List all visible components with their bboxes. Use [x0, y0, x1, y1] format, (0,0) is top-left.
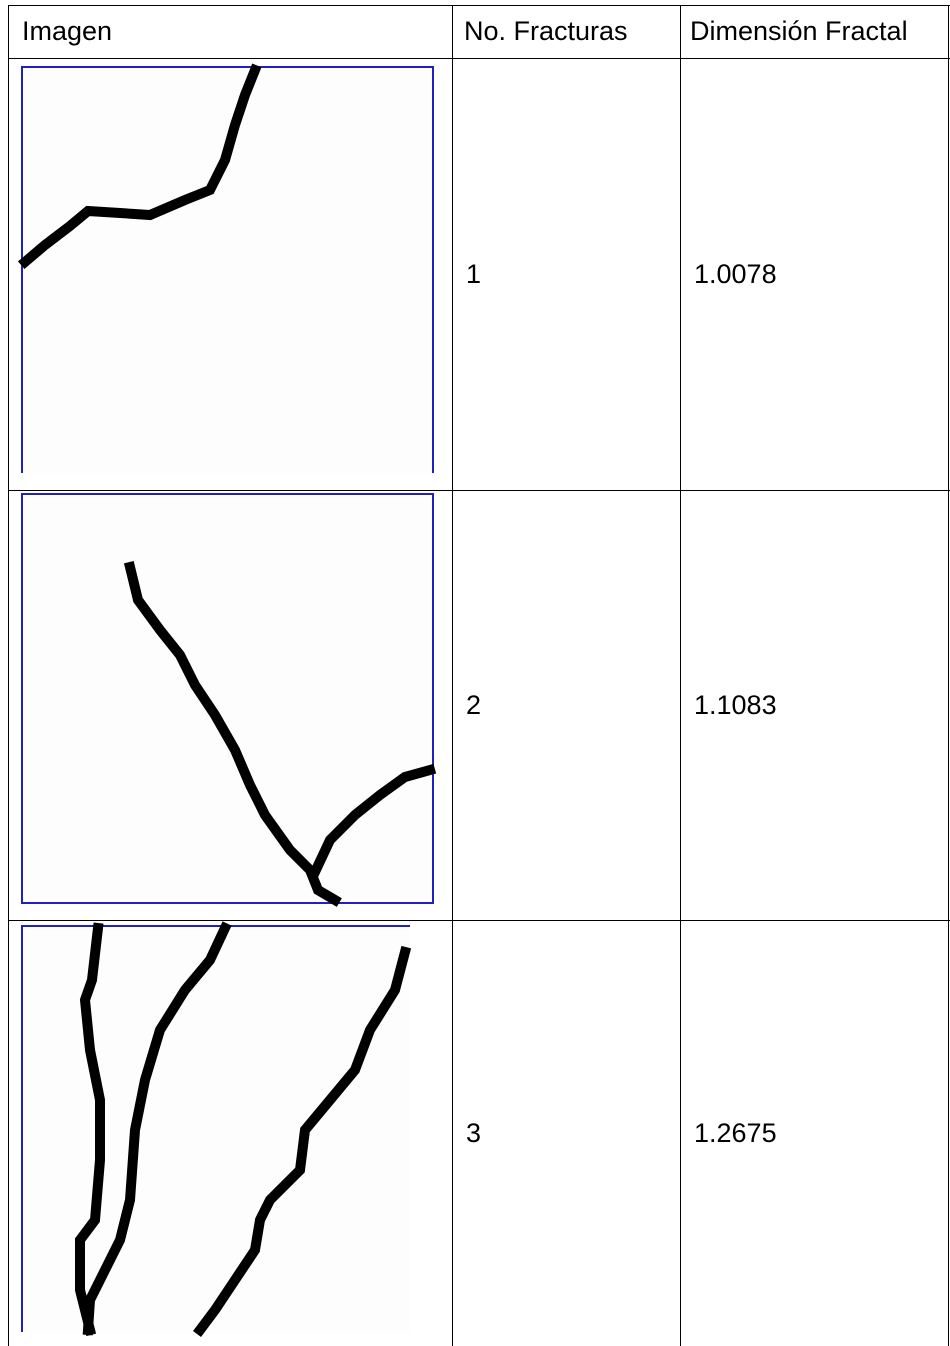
table-border — [8, 920, 950, 921]
table-border — [8, 5, 9, 1346]
table-border — [452, 5, 453, 1346]
header-cell: No. Fracturas — [464, 16, 628, 46]
fracture — [17, 63, 262, 270]
table-border — [8, 490, 950, 491]
table-border — [8, 5, 950, 6]
image-frame — [21, 925, 410, 1332]
table-border — [8, 58, 950, 59]
image-bg — [23, 67, 433, 473]
fracture-count: 2 — [466, 689, 482, 720]
fracture — [75, 922, 105, 1337]
fractal-dimension: 1.2675 — [694, 1117, 777, 1148]
table-border — [948, 5, 949, 1346]
image-frame — [21, 493, 434, 904]
fracture-count: 1 — [466, 258, 482, 289]
fractal-dimension: 1.0078 — [694, 258, 777, 289]
image-frame — [21, 66, 434, 473]
fracture — [308, 763, 437, 879]
fracture-count: 3 — [466, 1117, 482, 1148]
image-bg — [23, 495, 433, 903]
fractal-dimension: 1.1083 — [694, 689, 777, 720]
header-cell: Dimensión Fractal — [690, 16, 908, 46]
fracture — [193, 945, 412, 1337]
table-border — [680, 5, 681, 1346]
fracture — [123, 560, 342, 907]
header-cell: Imagen — [22, 16, 113, 46]
fracture — [82, 921, 232, 1336]
